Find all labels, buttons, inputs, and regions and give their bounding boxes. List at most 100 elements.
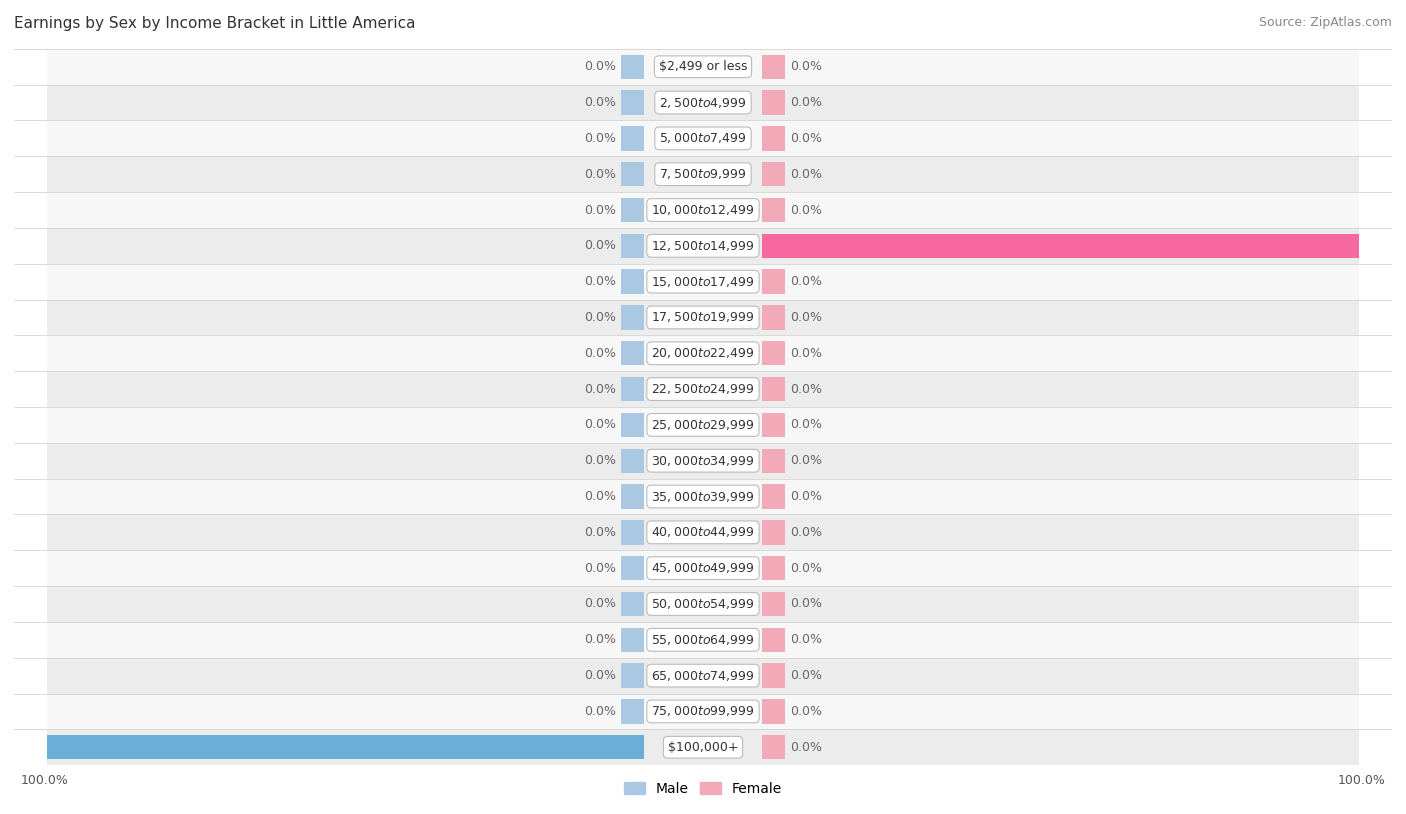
Text: 0.0%: 0.0% — [583, 597, 616, 610]
Text: 0.0%: 0.0% — [583, 204, 616, 217]
Text: 0.0%: 0.0% — [790, 633, 823, 646]
Bar — [621, 126, 644, 151]
Bar — [46, 622, 1360, 658]
Text: 0.0%: 0.0% — [790, 562, 823, 575]
Bar — [762, 556, 785, 580]
Bar — [762, 377, 785, 401]
Text: $12,500 to $14,999: $12,500 to $14,999 — [651, 239, 755, 253]
Text: $2,499 or less: $2,499 or less — [659, 60, 747, 73]
Bar — [46, 729, 1360, 765]
Text: 0.0%: 0.0% — [583, 311, 616, 324]
Text: 100.0%: 100.0% — [21, 774, 69, 787]
Bar — [621, 162, 644, 186]
Bar — [46, 407, 1360, 443]
Bar — [46, 120, 1360, 156]
Bar — [46, 371, 1360, 407]
Text: 0.0%: 0.0% — [790, 168, 823, 181]
Text: 0.0%: 0.0% — [790, 741, 823, 754]
Bar — [762, 55, 785, 79]
Text: $5,000 to $7,499: $5,000 to $7,499 — [659, 131, 747, 146]
Bar — [46, 85, 1360, 120]
Text: $40,000 to $44,999: $40,000 to $44,999 — [651, 525, 755, 540]
Text: $75,000 to $99,999: $75,000 to $99,999 — [651, 704, 755, 719]
Bar — [762, 628, 785, 652]
Text: $45,000 to $49,999: $45,000 to $49,999 — [651, 561, 755, 575]
Bar — [46, 300, 1360, 335]
Text: 0.0%: 0.0% — [790, 454, 823, 467]
Text: 0.0%: 0.0% — [790, 705, 823, 718]
Bar — [762, 484, 785, 509]
Text: Source: ZipAtlas.com: Source: ZipAtlas.com — [1258, 16, 1392, 29]
Bar — [762, 90, 785, 115]
Text: $22,500 to $24,999: $22,500 to $24,999 — [651, 382, 755, 396]
Text: 0.0%: 0.0% — [790, 311, 823, 324]
Bar — [46, 514, 1360, 550]
Bar — [762, 413, 785, 437]
Bar — [621, 592, 644, 616]
Bar — [762, 735, 785, 759]
Bar — [621, 449, 644, 473]
Bar — [621, 413, 644, 437]
Bar — [621, 90, 644, 115]
Text: 100.0%: 100.0% — [1364, 239, 1406, 252]
Bar — [762, 592, 785, 616]
Bar — [46, 550, 1360, 586]
Bar — [762, 126, 785, 151]
Text: $100,000+: $100,000+ — [668, 741, 738, 754]
Text: 0.0%: 0.0% — [583, 418, 616, 431]
Text: 0.0%: 0.0% — [790, 275, 823, 288]
Text: 0.0%: 0.0% — [790, 204, 823, 217]
Bar — [46, 735, 644, 759]
Text: 0.0%: 0.0% — [583, 383, 616, 396]
Bar — [621, 341, 644, 365]
Text: 100.0%: 100.0% — [1337, 774, 1385, 787]
Bar — [621, 663, 644, 688]
Text: $25,000 to $29,999: $25,000 to $29,999 — [651, 418, 755, 432]
Text: $7,500 to $9,999: $7,500 to $9,999 — [659, 167, 747, 182]
Bar — [46, 335, 1360, 371]
Text: 0.0%: 0.0% — [583, 526, 616, 539]
Bar — [46, 658, 1360, 694]
Text: 0.0%: 0.0% — [790, 597, 823, 610]
Text: $17,500 to $19,999: $17,500 to $19,999 — [651, 310, 755, 325]
Text: 0.0%: 0.0% — [583, 132, 616, 145]
Text: 0.0%: 0.0% — [583, 168, 616, 181]
Text: $35,000 to $39,999: $35,000 to $39,999 — [651, 489, 755, 504]
Text: 0.0%: 0.0% — [790, 60, 823, 73]
Bar — [621, 269, 644, 294]
Bar — [46, 156, 1360, 192]
Text: $30,000 to $34,999: $30,000 to $34,999 — [651, 453, 755, 468]
Text: 0.0%: 0.0% — [583, 347, 616, 360]
Bar — [621, 305, 644, 330]
Bar — [621, 628, 644, 652]
Text: 0.0%: 0.0% — [583, 633, 616, 646]
Text: 0.0%: 0.0% — [583, 239, 616, 252]
Bar — [762, 269, 785, 294]
Text: 0.0%: 0.0% — [583, 669, 616, 682]
Text: 0.0%: 0.0% — [583, 562, 616, 575]
Text: 0.0%: 0.0% — [790, 383, 823, 396]
Bar — [762, 341, 785, 365]
Text: Earnings by Sex by Income Bracket in Little America: Earnings by Sex by Income Bracket in Lit… — [14, 16, 416, 31]
Text: 0.0%: 0.0% — [583, 705, 616, 718]
Bar — [621, 556, 644, 580]
Bar — [621, 377, 644, 401]
Text: 0.0%: 0.0% — [790, 96, 823, 109]
Text: $20,000 to $22,499: $20,000 to $22,499 — [651, 346, 755, 361]
Bar — [46, 443, 1360, 479]
Text: 0.0%: 0.0% — [790, 669, 823, 682]
Bar — [46, 479, 1360, 514]
Bar — [762, 198, 785, 222]
Text: 0.0%: 0.0% — [790, 418, 823, 431]
Bar — [621, 484, 644, 509]
Bar — [762, 305, 785, 330]
Text: $10,000 to $12,499: $10,000 to $12,499 — [651, 203, 755, 217]
Bar — [621, 699, 644, 724]
Bar — [762, 234, 1360, 258]
Text: 0.0%: 0.0% — [790, 526, 823, 539]
Text: $65,000 to $74,999: $65,000 to $74,999 — [651, 668, 755, 683]
Text: $2,500 to $4,999: $2,500 to $4,999 — [659, 95, 747, 110]
Text: $15,000 to $17,499: $15,000 to $17,499 — [651, 274, 755, 289]
Bar — [762, 520, 785, 545]
Bar — [621, 198, 644, 222]
